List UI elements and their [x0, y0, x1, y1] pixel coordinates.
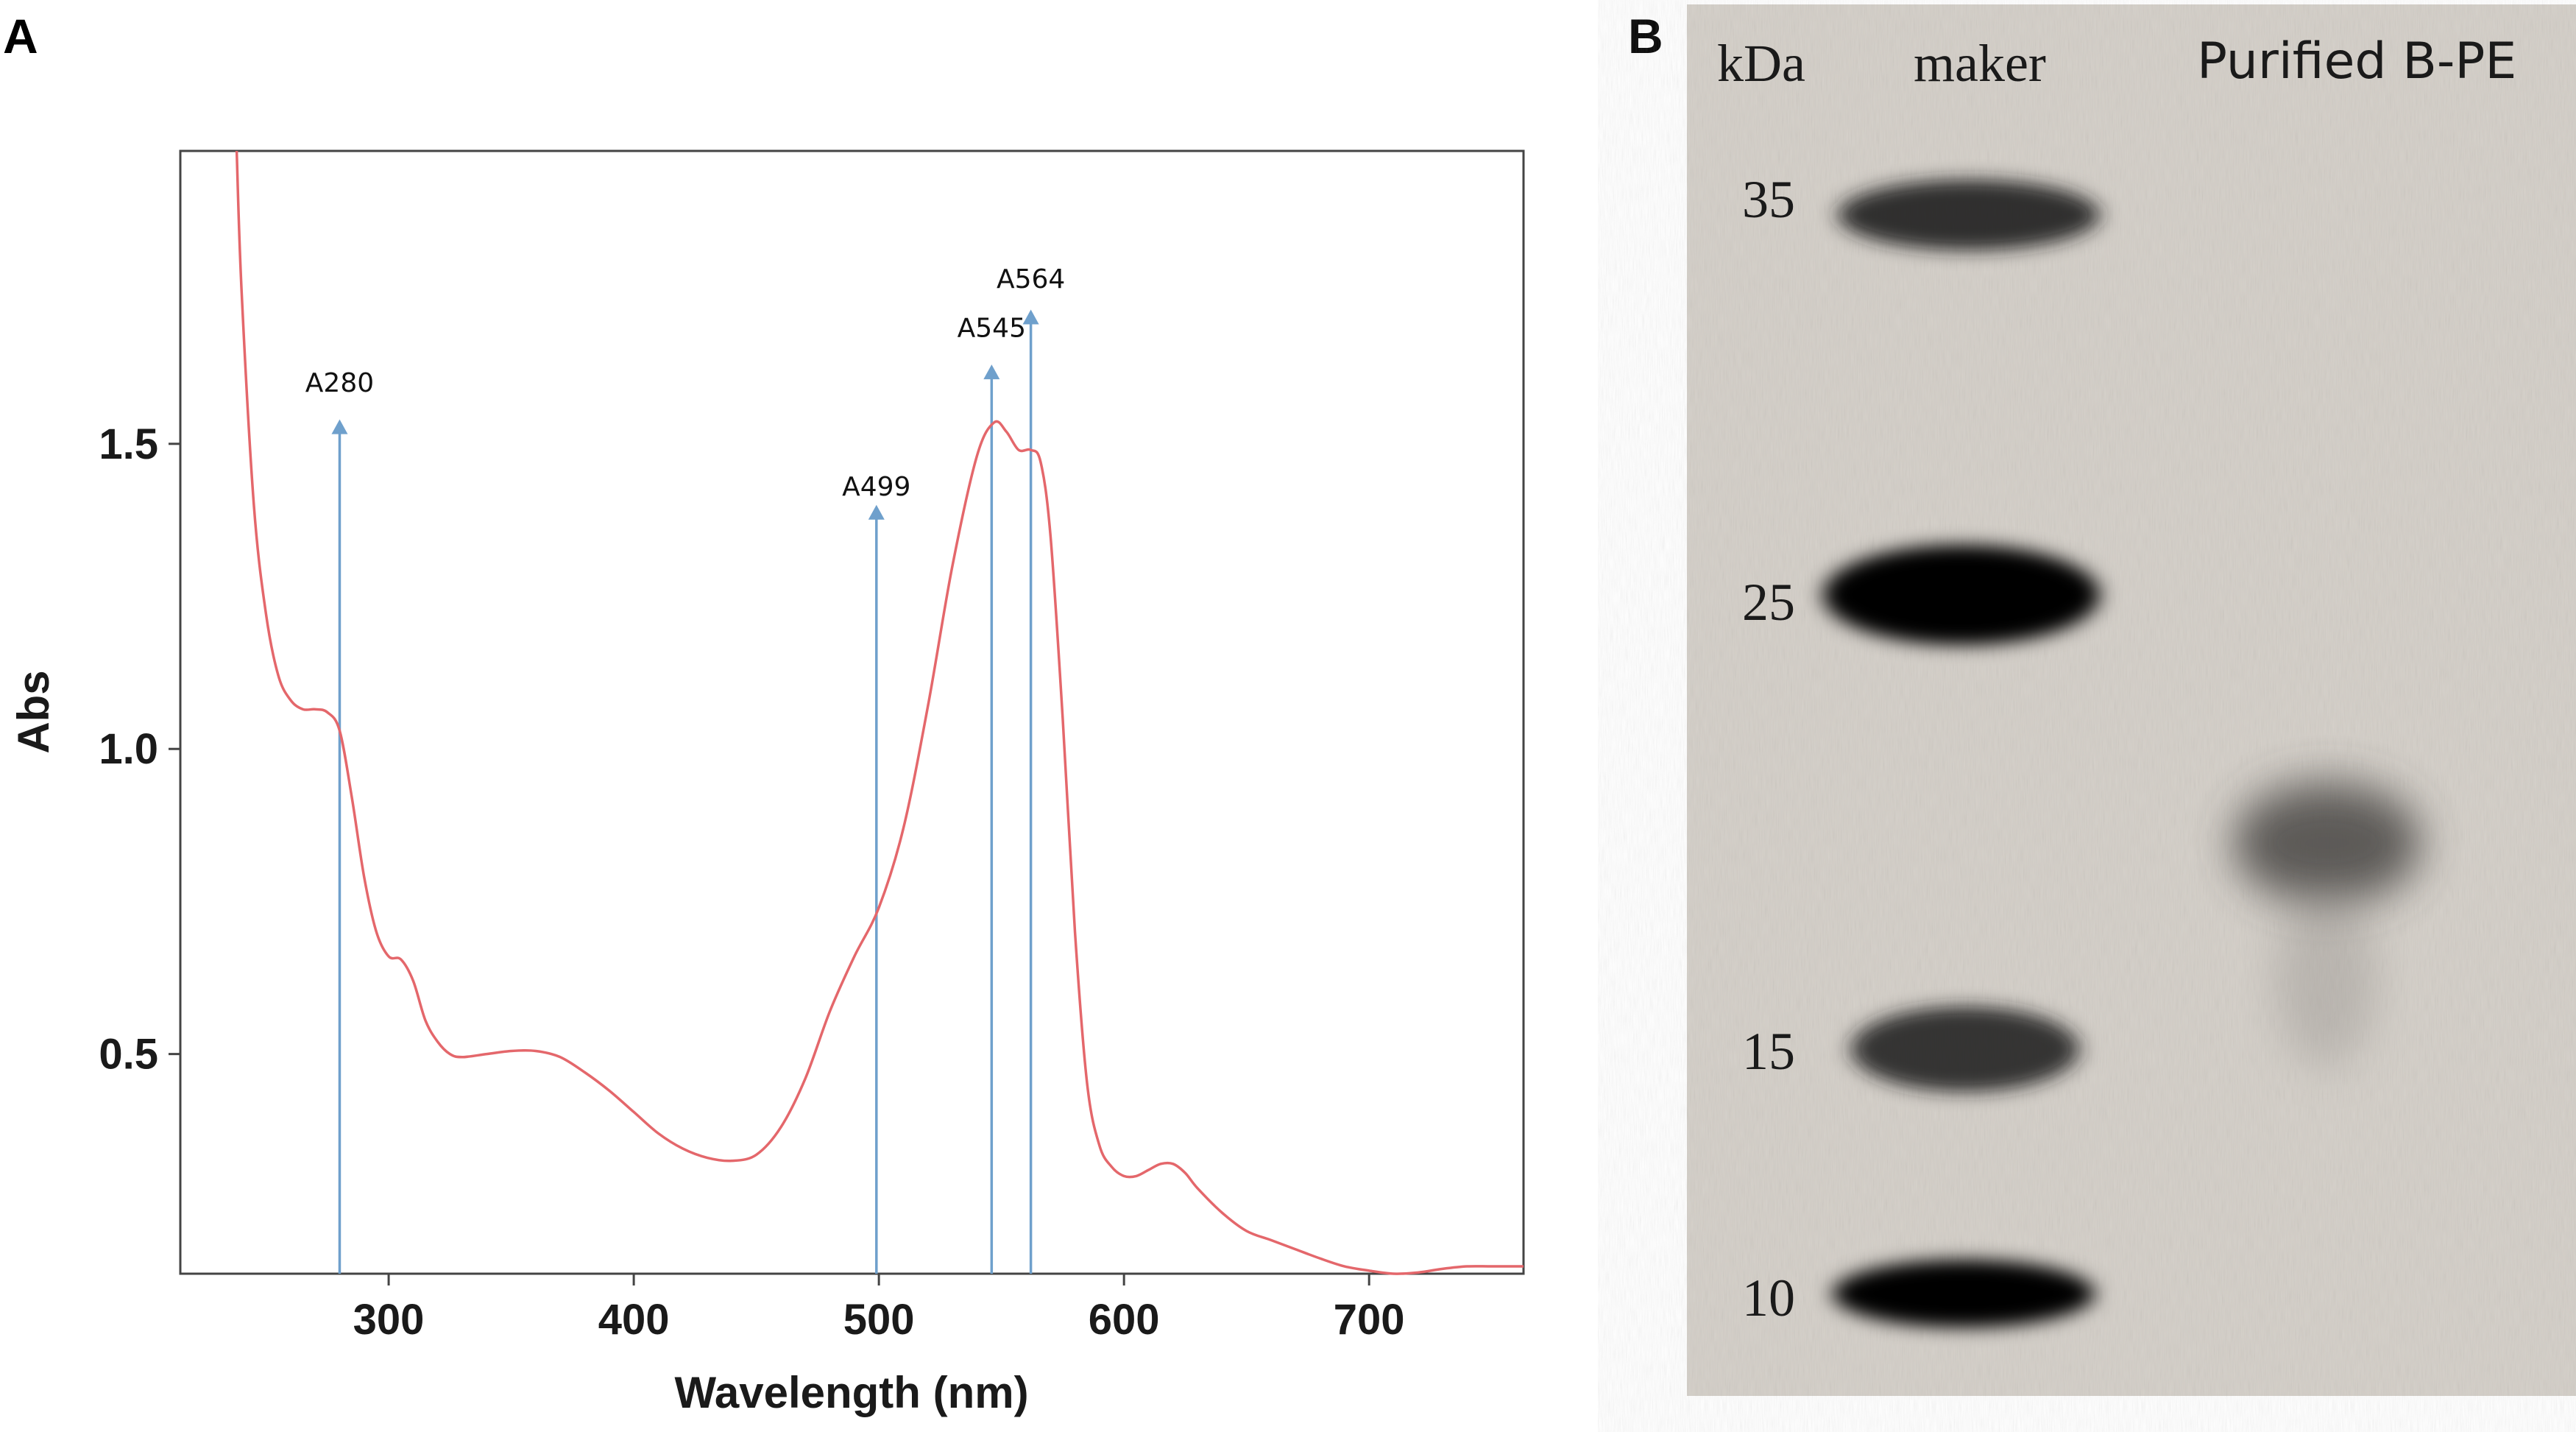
marker-label-a545: A545 [958, 313, 1026, 343]
b-pe-band [2233, 783, 2421, 903]
x-tick-label: 600 [1089, 1296, 1160, 1344]
x-tick-label: 500 [843, 1296, 915, 1344]
mw-label-15: 15 [1742, 1022, 1795, 1081]
y-axis-title: Abs [9, 670, 58, 753]
absorbance-markers: A280 A499 A545 A564 [305, 264, 1065, 1274]
marker-arrowhead-a545 [983, 364, 1000, 380]
marker-label-a499: A499 [842, 472, 910, 502]
sample-bands [2233, 783, 2421, 1068]
ladder-band-35 [1838, 180, 2100, 250]
mw-label-35: 35 [1742, 170, 1795, 229]
ladder-band-15 [1851, 1006, 2079, 1092]
y-axis-ticks: 0.5 1.0 1.5 [99, 420, 180, 1079]
marker-label-a280: A280 [305, 368, 374, 398]
ladder-band-10 [1833, 1260, 2095, 1327]
marker-label-a564: A564 [997, 264, 1065, 294]
absorption-chart: 300 400 500 600 700 0.5 1.0 1.5 A280 A499 A545 A5… [9, 149, 1525, 1417]
x-axis-title: Wavelength (nm) [674, 1368, 1028, 1417]
mw-label-10: 10 [1742, 1269, 1795, 1327]
ladder-band-25 [1823, 545, 2100, 645]
x-tick-label: 300 [353, 1296, 425, 1344]
x-tick-label: 700 [1334, 1296, 1405, 1344]
panel-label-b: B [1628, 9, 1663, 63]
mw-label-25: 25 [1742, 573, 1795, 632]
gel-texture [1687, 4, 2576, 1396]
lane-label-purified-b-pe: Purified B-PE [2197, 32, 2516, 91]
marker-arrowhead-a564 [1022, 309, 1039, 325]
panel-label-a: A [3, 9, 38, 63]
marker-arrowhead-a280 [331, 419, 348, 434]
plot-frame [179, 149, 1525, 1275]
gel-kda-header: kDa [1717, 34, 1805, 93]
y-tick-label: 1.5 [99, 420, 158, 468]
x-axis-ticks: 300 400 500 600 700 [353, 1274, 1405, 1344]
y-tick-label: 1.0 [99, 725, 158, 773]
ladder-bands [1823, 180, 2100, 1327]
y-tick-label: 0.5 [99, 1031, 158, 1079]
absorbance-spectrum-line [235, 150, 1524, 1275]
marker-arrowhead-a499 [868, 504, 885, 520]
panel-a-absorption-spectrum: A 300 400 500 600 700 0.5 1.0 1.5 A280 A499 A545… [3, 9, 1525, 1417]
b-pe-smear [2274, 891, 2377, 1068]
gel-image: kDa maker Purified B-PE 35 25 15 10 [1687, 4, 2576, 1396]
lane-label-maker: maker [1914, 34, 2046, 93]
x-tick-label: 400 [598, 1296, 670, 1344]
panel-b-sds-page-gel: B kDa maker Purified B-PE 35 25 [1628, 4, 2576, 1396]
